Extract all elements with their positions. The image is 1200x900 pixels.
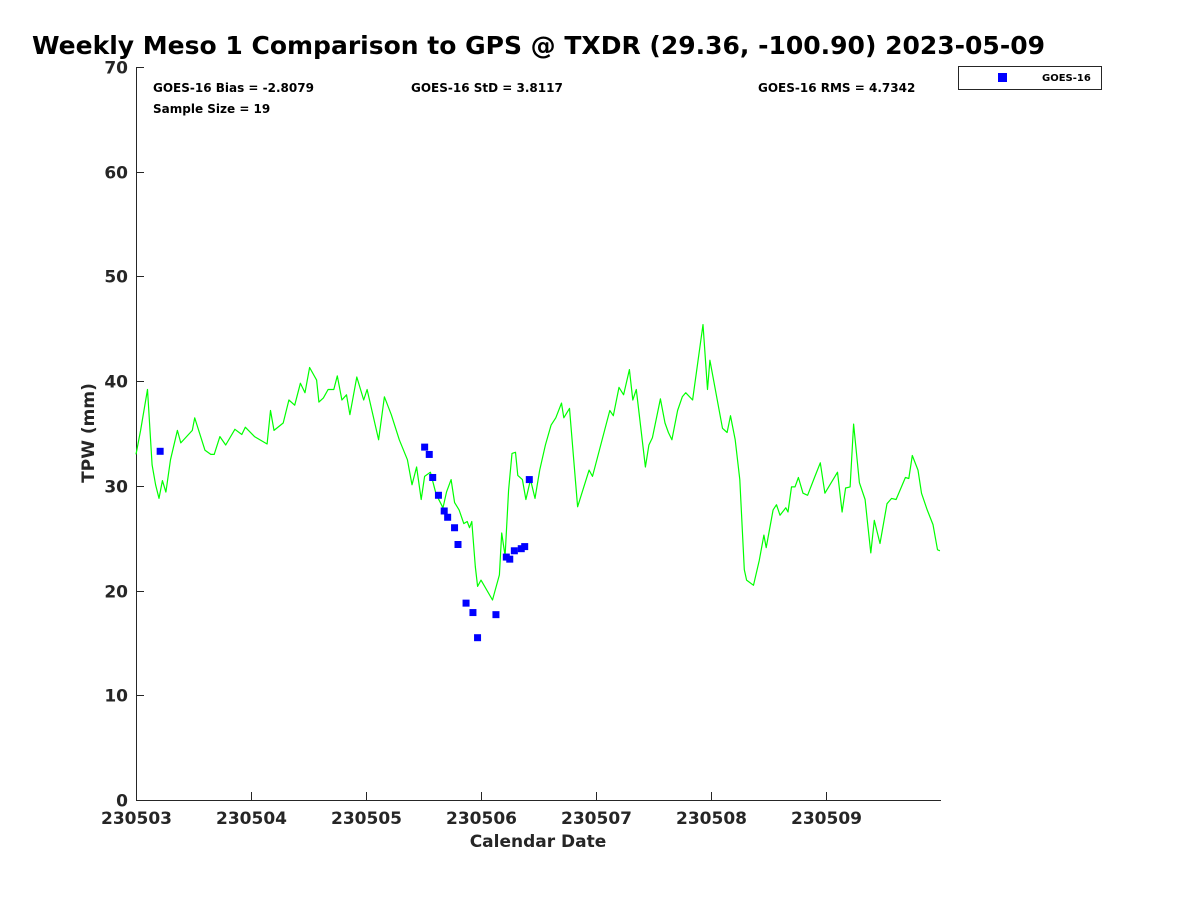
goes16-point	[454, 540, 462, 548]
x-axis-label: Calendar Date	[470, 832, 607, 852]
y-tick-label: 70	[104, 59, 128, 79]
goes16-point	[421, 443, 429, 451]
plot-marks	[135, 324, 941, 642]
y-tick-label: 40	[104, 373, 128, 393]
x-tick-label: 230504	[216, 809, 287, 829]
goes16-point	[444, 513, 452, 521]
x-tick-label: 230505	[331, 809, 402, 829]
y-axis-label: TPW (mm)	[79, 383, 99, 483]
goes16-point	[425, 450, 433, 458]
rms-stat: GOES-16 RMS = 4.7342	[758, 81, 915, 95]
goes16-point	[451, 524, 459, 532]
bias-stat: GOES-16 Bias = -2.8079	[153, 81, 314, 95]
x-tick-label: 230509	[791, 809, 862, 829]
goes16-point	[469, 609, 477, 617]
x-tick-label: 230508	[676, 809, 747, 829]
x-tick-label: 230506	[446, 809, 517, 829]
legend-marker-goes16	[998, 73, 1007, 82]
goes16-point	[462, 599, 470, 607]
y-tick-label: 0	[116, 792, 128, 812]
y-tick-label: 60	[104, 164, 128, 184]
goes16-point	[429, 473, 437, 481]
gps-tpw-line	[135, 324, 941, 601]
goes16-point	[156, 447, 164, 455]
chart-title: Weekly Meso 1 Comparison to GPS @ TXDR (…	[32, 31, 1045, 60]
goes16-point	[474, 634, 482, 642]
goes16-point	[506, 555, 514, 563]
goes16-point	[525, 476, 533, 484]
goes16-point	[440, 507, 448, 515]
y-tick-label: 30	[104, 478, 128, 498]
goes16-point	[492, 611, 500, 619]
legend-box	[958, 66, 1102, 90]
axes: 0 10 20 30 40 50 60 70 230503 230504 230505 230506 2…	[101, 59, 941, 829]
y-tick-label: 10	[104, 687, 128, 707]
goes16-point	[521, 543, 529, 551]
y-tick-label: 50	[104, 268, 128, 288]
goes16-point	[434, 491, 442, 499]
legend-label-goes16: GOES-16	[1042, 73, 1091, 84]
x-tick-label: 230503	[101, 809, 172, 829]
y-tick-label: 20	[104, 583, 128, 603]
legend: GOES-16	[958, 66, 1102, 90]
std-stat: GOES-16 StD = 3.8117	[411, 81, 563, 95]
goes16-point	[510, 547, 518, 555]
sample-size-stat: Sample Size = 19	[153, 102, 270, 116]
x-tick-label: 230507	[561, 809, 632, 829]
